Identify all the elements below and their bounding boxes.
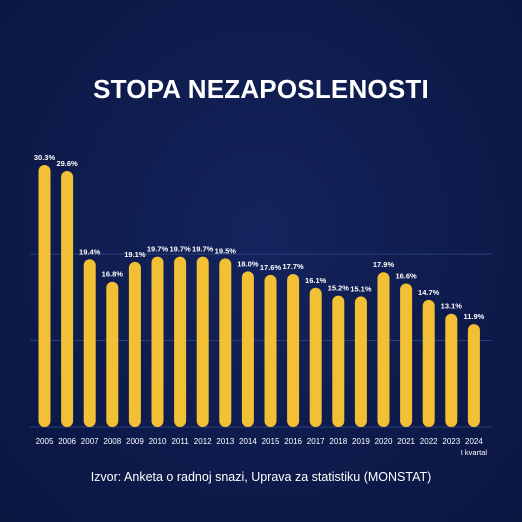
value-label-2010: 19.7% bbox=[147, 245, 169, 254]
bar-2017 bbox=[309, 287, 322, 427]
bar-2019 bbox=[354, 296, 367, 427]
x-tick-label-2015: 2015 bbox=[262, 437, 280, 446]
bar-2018 bbox=[332, 295, 345, 427]
value-label-2005: 30.3% bbox=[34, 153, 56, 162]
x-tick-label-2017: 2017 bbox=[307, 437, 325, 446]
bar-2005 bbox=[38, 165, 51, 427]
x-tick-label-2024: 2024 bbox=[465, 437, 483, 446]
bar-2022 bbox=[422, 299, 435, 427]
value-label-2022: 14.7% bbox=[418, 288, 440, 297]
x-tick-label-2018: 2018 bbox=[329, 437, 347, 446]
x-tick-label-2016: 2016 bbox=[284, 437, 302, 446]
x-tick-label-2011: 2011 bbox=[171, 437, 189, 446]
value-label-2006: 29.6% bbox=[56, 159, 78, 168]
value-label-2024: 11.9% bbox=[463, 312, 484, 321]
chart-source: Izvor: Anketa o radnoj snazi, Uprava za … bbox=[90, 470, 432, 484]
bar-2024 bbox=[467, 324, 480, 427]
bar-2015 bbox=[264, 274, 277, 427]
bar-2010 bbox=[151, 256, 164, 427]
x-tick-label-2023: 2023 bbox=[442, 437, 460, 446]
value-label-2011: 19.7% bbox=[169, 245, 191, 254]
bar-2009 bbox=[128, 261, 141, 427]
value-label-2019: 15.1% bbox=[350, 284, 372, 293]
x-tick-label-2014: 2014 bbox=[239, 437, 257, 446]
value-label-2009: 19.1% bbox=[124, 250, 146, 259]
value-label-2007: 19.4% bbox=[79, 247, 101, 256]
x-tick-label-2005: 2005 bbox=[36, 437, 54, 446]
x-tick-label-2006: 2006 bbox=[58, 437, 76, 446]
x-tick-label-2013: 2013 bbox=[216, 437, 234, 446]
bar-2023 bbox=[445, 313, 458, 427]
value-label-2020: 17.9% bbox=[373, 260, 395, 269]
x-tick-label-2012: 2012 bbox=[194, 437, 212, 446]
x-tick-label-2010: 2010 bbox=[149, 437, 167, 446]
value-label-2014: 18.0% bbox=[237, 259, 259, 268]
value-label-2012: 19.7% bbox=[192, 245, 214, 254]
x-tick-label-2022: 2022 bbox=[420, 437, 438, 446]
value-labels: 30.3%29.6%19.4%16.8%19.1%19.7% 19.7% 19.7%… bbox=[34, 153, 485, 321]
bar-2021 bbox=[400, 283, 413, 427]
bar-2008 bbox=[106, 281, 119, 427]
bar-2013 bbox=[219, 258, 232, 427]
x-tick-label-2008: 2008 bbox=[103, 437, 121, 446]
x-tick-label-2009: 2009 bbox=[126, 437, 144, 446]
chart-title: STOPA NEZAPOSLENOSTI bbox=[93, 74, 429, 104]
value-label-2008: 16.8% bbox=[102, 270, 124, 279]
bar-2011 bbox=[174, 256, 187, 427]
bar-2020 bbox=[377, 272, 390, 427]
bars bbox=[38, 165, 480, 427]
bar-2006 bbox=[61, 171, 74, 427]
bar-2016 bbox=[287, 273, 300, 427]
value-label-2018: 15.2% bbox=[328, 284, 350, 293]
value-label-2021: 16.6% bbox=[395, 271, 417, 280]
x-tick-label-2020: 2020 bbox=[375, 437, 393, 446]
bar-2012 bbox=[196, 256, 209, 427]
x-tick-label-2019: 2019 bbox=[352, 437, 370, 446]
bar-2007 bbox=[83, 259, 96, 427]
value-label-2017: 16.1% bbox=[305, 276, 327, 285]
value-label-2015: 17.6% bbox=[260, 263, 282, 272]
value-label-2013: 19.5% bbox=[215, 246, 237, 255]
x-tick-label-2021: 2021 bbox=[397, 437, 415, 446]
x-axis-tick-labels: 2005 2006 2007 2008 2009 2010 2011 2012 2013 2014… bbox=[36, 437, 488, 457]
x-tick-sublabel-2024: I kvartal bbox=[461, 448, 488, 457]
value-label-2016: 17.7% bbox=[282, 262, 304, 271]
value-label-2023: 13.1% bbox=[441, 302, 463, 311]
x-tick-label-2007: 2007 bbox=[81, 437, 99, 446]
bar-2014 bbox=[241, 271, 254, 427]
